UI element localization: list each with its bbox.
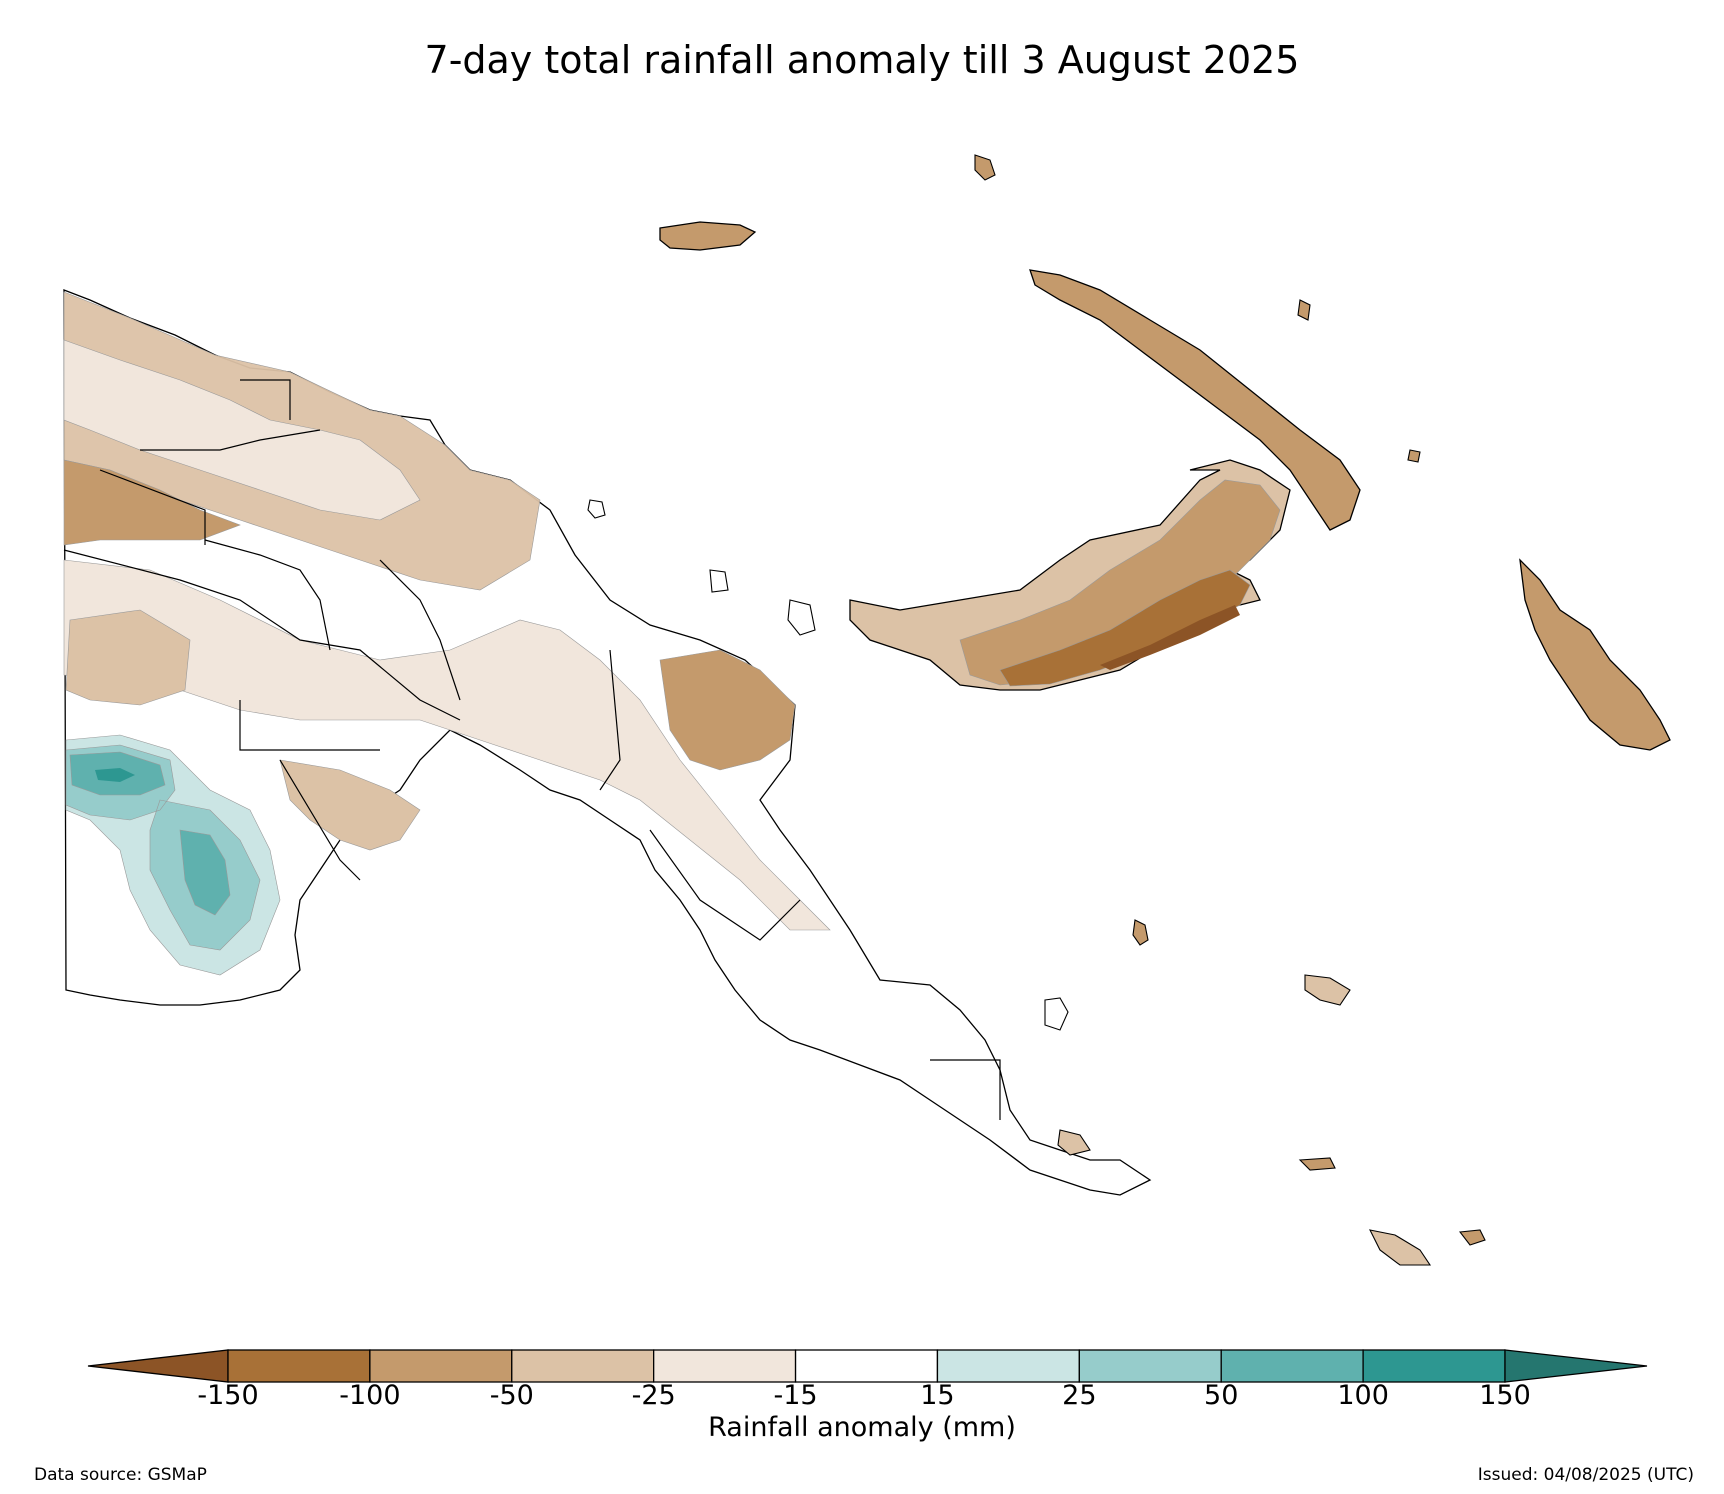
colorbar-tick-label: 100 — [1337, 1380, 1389, 1411]
dry-north-mid — [63, 459, 241, 546]
dry-south-light — [65, 609, 191, 706]
colorbar-tick-label: -100 — [339, 1380, 401, 1411]
colorbar-segment — [1078, 1349, 1222, 1383]
dry-center-faint — [63, 559, 831, 931]
small-islands — [587, 154, 1486, 1266]
colorbar-segment — [369, 1349, 513, 1383]
dry-north-faint — [63, 339, 421, 521]
mainland — [63, 289, 1152, 1196]
colorbar-extend-low — [87, 1349, 229, 1383]
colorbar-segment — [1362, 1349, 1506, 1383]
colorbar-tick-label: 25 — [1062, 1380, 1097, 1411]
wet-southwest-mid — [69, 751, 231, 916]
new-britain-strong — [999, 569, 1251, 687]
new-britain — [849, 459, 1291, 691]
colorbar-segment — [936, 1349, 1080, 1383]
issued-date: Issued: 04/08/2025 (UTC) — [1477, 1465, 1694, 1485]
colorbar-title: Rainfall anomaly (mm) — [708, 1412, 1016, 1443]
colorbar-extend-high — [1504, 1349, 1648, 1383]
colorbar-tick-label: 15 — [920, 1380, 955, 1411]
colorbar-tick-label: 150 — [1479, 1380, 1531, 1411]
colorbar-segment — [227, 1349, 371, 1383]
bougainville — [1519, 558, 1671, 751]
map-title: 7-day total rainfall anomaly till 3 Augu… — [424, 38, 1300, 82]
colorbar-tick-label: 50 — [1204, 1380, 1239, 1411]
colorbar-tick-label: -50 — [489, 1380, 534, 1411]
colorbar-segment — [794, 1349, 939, 1383]
new-britain-darkest — [1100, 605, 1240, 670]
province-boundaries — [63, 379, 1001, 1120]
manus-island — [659, 221, 757, 251]
colorbar-tick-label: -150 — [197, 1380, 259, 1411]
wet-southwest-strong — [95, 768, 135, 782]
colorbar-segment — [1220, 1349, 1364, 1383]
dry-south-coast — [279, 759, 421, 851]
colorbar-segment — [653, 1349, 797, 1383]
data-source: Data source: GSMaP — [34, 1465, 207, 1485]
colorbar-tick-label: -15 — [773, 1380, 818, 1411]
dry-east-mid — [659, 649, 796, 771]
colorbar-segment — [511, 1349, 655, 1383]
colorbar-tick-label: -25 — [631, 1380, 676, 1411]
new-ireland — [1029, 269, 1361, 531]
